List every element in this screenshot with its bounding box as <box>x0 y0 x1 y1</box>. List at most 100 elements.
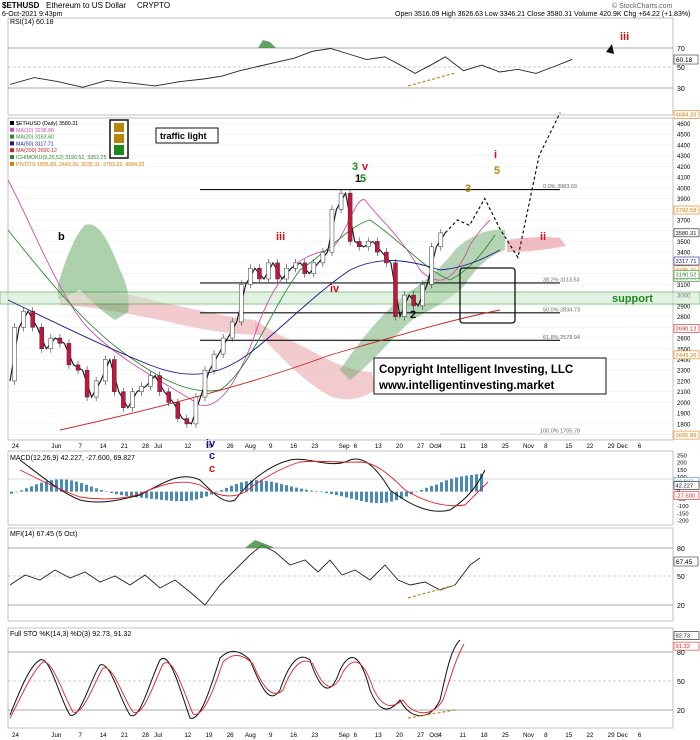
price-y-tick: 3500 <box>677 240 691 246</box>
price-candle <box>347 192 353 242</box>
macd-y-tick: -100 <box>677 504 689 510</box>
price-badge <box>673 256 700 266</box>
wave-label: iii <box>276 231 285 243</box>
chart-header: $ETHUSD Ethereum to US Dollar CRYPTO 6-O… <box>2 1 690 18</box>
price-candle <box>211 353 217 371</box>
price-y-tick: 2300 <box>677 369 691 375</box>
macd-histogram-bar <box>50 480 53 492</box>
macd-histogram-bar <box>460 476 463 492</box>
sto-panel: Full STO %K(14,3) %D(3) 92.73, 91.32 80 … <box>7 627 700 729</box>
legend-entry: MA(200) 2690.12 <box>16 148 57 154</box>
macd-histogram-bar <box>455 477 458 492</box>
macd-histogram-bar <box>465 475 468 492</box>
datetime: 6-Oct-2021 9:43pm <box>2 11 62 18</box>
wave-label: 3 <box>465 183 471 195</box>
rsi-divergence-arrow <box>407 72 456 87</box>
macd-histogram-bar <box>185 491 188 501</box>
legend-entry: $ETHUSD (Daily) 3580.31 <box>16 121 78 127</box>
price-candle <box>375 241 380 253</box>
price-y-tick: 4200 <box>677 165 691 171</box>
mfi-label: MFI(14) 67.45 (5 Oct) <box>10 531 77 538</box>
wave-label: 2 <box>410 309 416 321</box>
price-panel: 1700180019002000210022002300240025002600… <box>0 31 700 475</box>
price-candle <box>239 284 244 323</box>
price-y-tick: 3900 <box>677 197 691 203</box>
price-y-tick: 2600 <box>677 337 691 343</box>
date-tick: Oct <box>429 443 439 450</box>
macd-histogram-bar <box>310 490 313 492</box>
wave-label: b <box>58 231 65 243</box>
macd-histogram-bar <box>70 480 73 492</box>
date-tick: 16 <box>290 732 297 739</box>
sto-label: Full STO %K(14,3) %D(3) 92.73, 91.32 <box>10 631 131 638</box>
legend-entry: PIVOTS 1695.89, 2443.26, 3235.31, 3793.2… <box>16 162 144 168</box>
date-tick: 14 <box>100 443 107 450</box>
sto-d-line <box>9 643 465 719</box>
ohlc-readout: Open 3516.09 High 3626.63 Low 3346.21 Cl… <box>395 11 690 18</box>
mfi-current-badge <box>673 556 699 567</box>
mfi-panel: MFI(14) 67.45 (5 Oct) 80 50 20 67.45 <box>7 527 699 622</box>
price-badge-value: 3792.58 <box>676 208 697 214</box>
price-candle <box>184 418 190 425</box>
mfi-tick-50: 50 <box>677 574 685 581</box>
date-tick: Dec <box>617 443 628 450</box>
macd-histogram-bar <box>85 484 88 492</box>
price-y-tick: 3400 <box>677 251 691 257</box>
date-tick: 25 <box>502 443 509 450</box>
macd-y-tick: -150 <box>677 511 689 517</box>
macd-histogram-bar <box>210 491 213 495</box>
rsi-tick-70: 70 <box>677 46 685 53</box>
target-box <box>459 267 516 324</box>
macd-histogram-bar <box>55 479 58 492</box>
price-candle <box>157 375 162 392</box>
macd-histogram-bar <box>350 491 353 499</box>
wave-label: iv <box>206 438 216 450</box>
price-badge <box>673 270 700 279</box>
date-tick: 12 <box>184 732 191 739</box>
price-candle <box>48 337 54 350</box>
date-tick: 6 <box>354 732 358 739</box>
legend-swatch <box>10 148 14 153</box>
date-tick: 29 <box>608 732 615 739</box>
macd-histogram-bar <box>205 491 208 497</box>
price-candle <box>320 251 326 264</box>
date-tick: Sep <box>339 732 351 739</box>
date-tick: 23 <box>311 443 318 450</box>
sto-tick-20: 20 <box>677 708 685 715</box>
price-badge <box>673 324 700 333</box>
traffic-light-label: traffic light <box>160 131 207 141</box>
price-y-tick: 2100 <box>677 390 691 396</box>
price-candle <box>193 396 199 425</box>
wave-label: ii <box>540 231 546 243</box>
price-candle <box>84 369 90 398</box>
macd-histogram-bar <box>270 481 273 492</box>
price-badge <box>673 110 700 119</box>
macd-histogram-bar <box>215 491 218 493</box>
date-tick: 18 <box>481 732 488 739</box>
price-candle <box>39 327 44 350</box>
fib-label: 0.0% 3983.69 <box>543 184 577 190</box>
date-tick: 26 <box>227 732 234 739</box>
price-y-tick: 2200 <box>677 379 691 385</box>
price-candle <box>57 337 63 344</box>
macd-histogram-bar <box>160 491 163 500</box>
date-tick: 6 <box>638 443 642 450</box>
sto-badge-value: 91.32 <box>676 644 691 650</box>
price-y-tick: 2800 <box>677 315 691 321</box>
mfi-overbought-fill <box>245 540 275 548</box>
price-badge <box>673 205 700 215</box>
legend-swatch <box>10 127 14 132</box>
macd-histogram-bar <box>420 489 423 492</box>
macd-y-tick: 200 <box>677 461 687 467</box>
macd-histogram-bar <box>395 491 398 501</box>
macd-histogram-bar <box>440 482 443 492</box>
macd-histogram-bar <box>275 482 278 492</box>
price-candle <box>393 262 398 317</box>
date-tick: 4 <box>438 443 442 450</box>
date-tick: 27 <box>417 443 424 450</box>
price-candle <box>220 337 226 355</box>
macd-histogram-bar <box>280 483 283 492</box>
macd-histogram-bar <box>285 485 288 492</box>
mfi-tick-20: 20 <box>677 603 685 610</box>
